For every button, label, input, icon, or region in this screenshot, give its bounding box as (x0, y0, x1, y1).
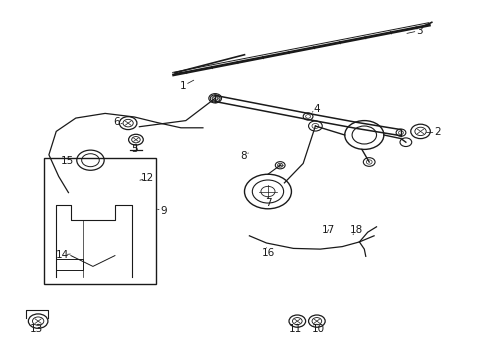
Bar (44, 158, 156, 284)
Text: 9: 9 (160, 206, 167, 216)
Text: 13: 13 (30, 324, 43, 334)
Text: 16: 16 (261, 248, 274, 258)
Text: 8: 8 (240, 150, 246, 161)
Text: 18: 18 (348, 225, 362, 235)
Text: 1: 1 (180, 81, 186, 91)
Text: 14: 14 (56, 250, 69, 260)
Text: 5: 5 (131, 144, 138, 154)
Text: 2: 2 (433, 127, 440, 138)
Text: 4: 4 (313, 104, 320, 114)
Text: 7: 7 (264, 198, 271, 208)
Text: 10: 10 (312, 324, 325, 334)
Text: 17: 17 (321, 225, 335, 235)
Text: 12: 12 (141, 173, 154, 183)
Text: 15: 15 (61, 156, 74, 166)
Text: 6: 6 (113, 117, 120, 127)
Text: 3: 3 (415, 26, 422, 36)
Text: 11: 11 (288, 324, 302, 334)
